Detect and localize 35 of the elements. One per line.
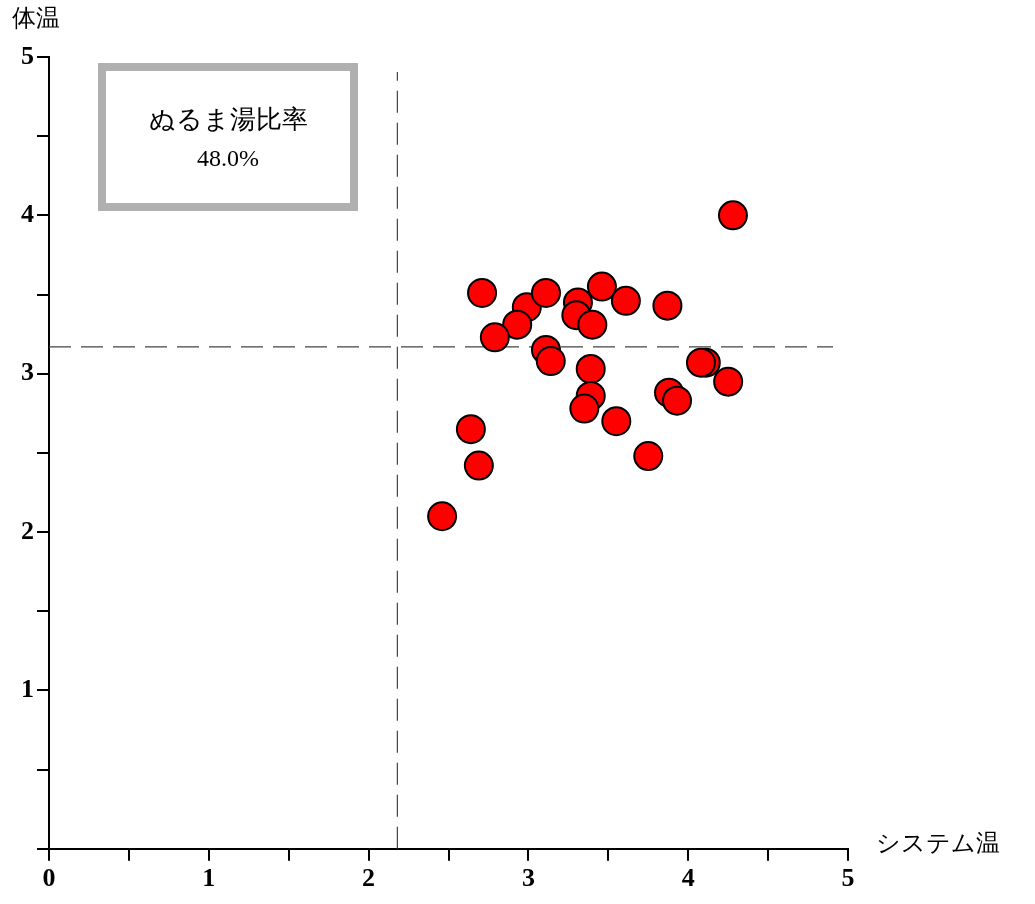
point — [535, 346, 566, 377]
y-axis-title: 体温 — [12, 4, 60, 33]
point — [610, 285, 641, 316]
point — [577, 309, 608, 340]
point — [463, 450, 494, 481]
point — [652, 290, 683, 321]
point — [427, 501, 458, 532]
x-tick-label: 0 — [42, 863, 56, 893]
annotation: 48.0% — [197, 145, 259, 172]
point — [530, 277, 561, 308]
point — [479, 322, 510, 353]
point — [633, 441, 664, 472]
point — [586, 271, 617, 302]
point — [569, 393, 600, 424]
point — [455, 414, 486, 445]
x-tick-label: 5 — [841, 863, 855, 893]
x-tick-label: 1 — [202, 863, 216, 893]
x-tick-label: 3 — [521, 863, 535, 893]
y-tick-label: 2 — [21, 515, 34, 545]
x-axis-title: システム温 — [876, 829, 1000, 858]
point — [601, 406, 632, 437]
x-tick-label: 2 — [362, 863, 376, 893]
y-tick-label: 5 — [21, 40, 34, 70]
point — [467, 277, 498, 308]
y-tick-label: 4 — [21, 199, 34, 229]
point — [662, 385, 693, 416]
point — [717, 200, 748, 231]
note-box: ぬるま湯比率 48.0% — [98, 63, 358, 211]
y-tick-label: 1 — [21, 674, 34, 704]
point — [713, 366, 744, 397]
annotation: ぬるま湯比率 — [148, 103, 308, 136]
point — [502, 309, 533, 340]
y-tick-label: 3 — [21, 357, 34, 387]
point — [575, 353, 606, 384]
x-tick-label: 4 — [681, 863, 695, 893]
